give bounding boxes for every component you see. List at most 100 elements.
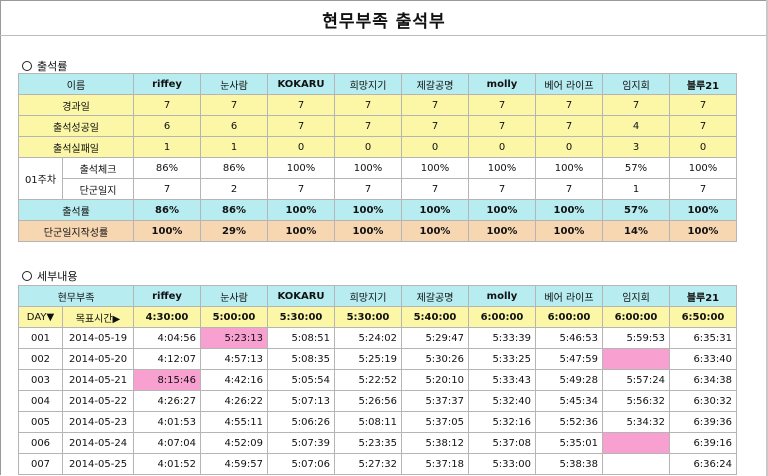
value-cell: 4	[602, 115, 670, 137]
value-cell: 100%	[267, 199, 335, 221]
target-header: 목표시간▶	[62, 306, 134, 328]
date-cell: 2014-05-22	[62, 390, 134, 412]
value-cell: 7	[535, 115, 603, 137]
time-cell: 4:04:56	[133, 327, 201, 349]
value-cell: 7	[267, 94, 335, 116]
value-cell: 57%	[602, 157, 670, 179]
value-cell: 100%	[401, 220, 469, 242]
time-cell: 5:52:36	[535, 411, 603, 433]
details-section-label: 세부내용	[37, 270, 78, 283]
day-cell: 007	[18, 453, 63, 475]
scrollbar[interactable]	[766, 0, 768, 476]
member-header: 임지회	[602, 285, 670, 307]
value-cell: 100%	[468, 199, 536, 221]
member-header: 블루21	[669, 285, 737, 307]
time-cell: 5:30:26	[401, 348, 469, 370]
value-cell: 57%	[602, 199, 670, 221]
row-label: 출석률	[18, 199, 134, 221]
value-cell: 86%	[200, 157, 268, 179]
title-divider	[0, 35, 766, 36]
time-cell: 5:47:59	[535, 348, 603, 370]
row-label: 단군일지작성률	[18, 220, 134, 242]
day-cell: 004	[18, 390, 63, 412]
value-cell: 7	[267, 115, 335, 137]
circle-bullet-icon	[22, 61, 32, 71]
row-label: 출석성공일	[18, 115, 134, 137]
time-cell: 6:33:40	[669, 348, 737, 370]
time-cell: 5:06:26	[267, 411, 335, 433]
details-section-header: 세부내용	[22, 268, 77, 284]
value-cell: 100%	[267, 220, 335, 242]
member-header: 블루21	[669, 73, 737, 95]
member-header: 눈사람	[200, 73, 268, 95]
circle-bullet-icon	[22, 271, 32, 281]
member-header: 희망지기	[334, 285, 402, 307]
target-time-cell: 6:00:00	[468, 306, 536, 328]
value-cell: 7	[669, 94, 737, 116]
day-cell: 001	[18, 327, 63, 349]
member-header: 희망지기	[334, 73, 402, 95]
member-header: 제갈공명	[401, 285, 469, 307]
member-header: 베어 라이프	[535, 285, 603, 307]
value-cell: 1	[133, 136, 201, 158]
value-cell: 0	[468, 136, 536, 158]
name-header: 이름	[18, 73, 134, 95]
target-time-cell: 6:00:00	[535, 306, 603, 328]
value-cell: 100%	[468, 220, 536, 242]
row-label: 출석실패일	[18, 136, 134, 158]
value-cell: 7	[401, 94, 469, 116]
time-cell: 5:08:11	[334, 411, 402, 433]
time-cell: 5:49:28	[535, 369, 603, 391]
member-header: 임지회	[602, 73, 670, 95]
value-cell: 7	[401, 115, 469, 137]
time-cell: 4:59:57	[200, 453, 268, 475]
time-cell: 4:55:11	[200, 411, 268, 433]
value-cell: 7	[334, 115, 402, 137]
time-cell: 6:36:24	[669, 453, 737, 475]
time-cell: 5:23:35	[334, 432, 402, 454]
value-cell: 14%	[602, 220, 670, 242]
row-label: 단군일지	[62, 178, 134, 200]
value-cell: 7	[133, 94, 201, 116]
value-cell: 0	[334, 136, 402, 158]
member-header: riffey	[133, 73, 201, 95]
time-cell: 4:57:13	[200, 348, 268, 370]
value-cell: 100%	[334, 220, 402, 242]
value-cell: 0	[669, 136, 737, 158]
time-cell: 6:39:16	[669, 432, 737, 454]
value-cell: 100%	[535, 220, 603, 242]
value-cell: 7	[669, 115, 737, 137]
target-time-cell: 5:30:00	[267, 306, 335, 328]
tribe-header: 현무부족	[18, 285, 134, 307]
value-cell: 7	[334, 94, 402, 116]
value-cell: 1	[200, 136, 268, 158]
week-label: 01주차	[18, 157, 63, 200]
time-cell: 5:59:53	[602, 327, 670, 349]
value-cell: 7	[669, 178, 737, 200]
time-cell: 6:35:31	[669, 327, 737, 349]
member-header: molly	[468, 73, 536, 95]
details-table: 현무부족 riffey 눈사람 KOKARU 희망지기 제갈공명 molly 베…	[18, 285, 737, 475]
time-cell: 4:01:52	[133, 453, 201, 475]
value-cell: 86%	[133, 199, 201, 221]
details-header-row: 현무부족 riffey 눈사람 KOKARU 희망지기 제갈공명 molly 베…	[18, 285, 737, 307]
day-header[interactable]: DAY▼	[18, 306, 63, 328]
value-cell: 7	[535, 94, 603, 116]
time-cell: 5:37:08	[468, 432, 536, 454]
attendance-table: 이름 riffey 눈사람 KOKARU 희망지기 제갈공명 molly 베어 …	[18, 73, 737, 242]
member-header: riffey	[133, 285, 201, 307]
time-cell	[602, 432, 670, 454]
time-cell: 5:35:01	[535, 432, 603, 454]
value-cell: 7	[200, 94, 268, 116]
journal-rate-row: 단군일지작성률 100% 29% 100% 100% 100% 100% 100% 14% 10…	[18, 220, 737, 242]
time-cell: 5:38:12	[401, 432, 469, 454]
day-cell: 003	[18, 369, 63, 391]
value-cell: 2	[200, 178, 268, 200]
time-cell: 4:26:27	[133, 390, 201, 412]
target-time-cell: 5:00:00	[200, 306, 268, 328]
time-cell: 5:37:18	[401, 453, 469, 475]
value-cell: 0	[267, 136, 335, 158]
target-time-row: DAY▼ 목표시간▶ 4:30:00 5:00:00 5:30:00 5:30:00 5…	[18, 306, 737, 328]
